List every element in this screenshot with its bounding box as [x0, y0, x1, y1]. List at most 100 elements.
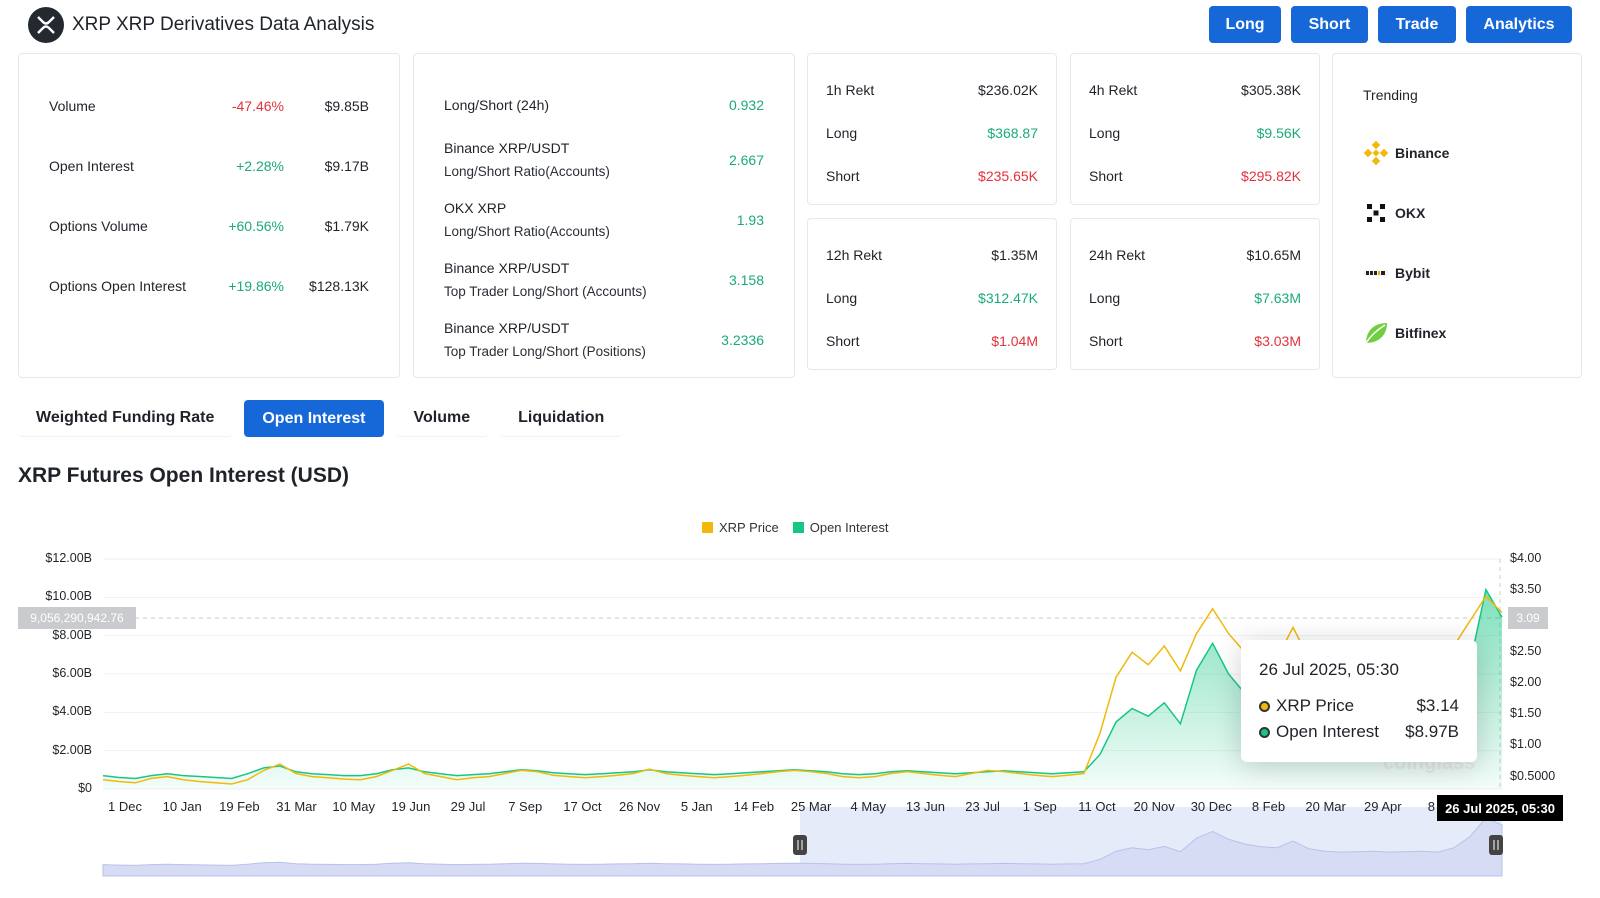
short-button[interactable]: Short — [1291, 6, 1368, 43]
ratio-row: Binance XRP/USDT Long/Short Ratio(Account… — [414, 135, 794, 185]
rekt-short-label: Short — [1089, 333, 1123, 349]
ratio-label: OKX XRP — [444, 200, 507, 216]
tooltip-dot — [1259, 727, 1270, 738]
tooltip-row-price: XRP Price $3.14 — [1259, 696, 1459, 716]
y-right-tick: $4.00 — [1510, 551, 1542, 565]
navigator-handle-right[interactable] — [1489, 835, 1503, 855]
tooltip-series: Open Interest — [1259, 722, 1379, 742]
legend-swatch-oi — [792, 522, 804, 533]
y-right-tick: $2.00 — [1510, 675, 1542, 690]
crosshair-left-value: 9,056,290,942.76 — [18, 607, 136, 629]
navigator-handle-left[interactable] — [793, 835, 807, 855]
ratio-value: 2.667 — [728, 152, 764, 168]
rekt-long: $9.56K — [1256, 125, 1301, 141]
ratio-row: Long/Short (24h) 0.932 — [414, 85, 794, 125]
ratio-label: Binance XRP/USDT — [444, 320, 570, 336]
rekt-total: $305.38K — [1241, 82, 1301, 98]
x-tick: 29 Apr — [1364, 799, 1402, 814]
rekt-total-row: 12h Rekt $1.35M — [808, 245, 1056, 265]
trending-name: Bitfinex — [1395, 325, 1447, 341]
ratio-label: Binance XRP/USDT — [444, 260, 570, 276]
bitfinex-icon — [1363, 320, 1389, 346]
y-left-tick: $6.00B — [52, 666, 92, 680]
trending-item-okx[interactable]: OKX — [1363, 200, 1425, 226]
rekt-long-label: Long — [1089, 290, 1121, 306]
x-tick: 26 Nov — [618, 799, 661, 814]
tooltip-series-name: XRP Price — [1276, 696, 1355, 715]
x-tick: 25 Mar — [790, 799, 832, 814]
stat-row-options-volume: Options Volume +60.56% $1.79K — [19, 216, 399, 236]
x-tick: 7 Sep — [508, 799, 543, 814]
rekt-card-12h: 12h Rekt $1.35M Long $312.47K Short $1.04M — [807, 218, 1057, 370]
ratio-sublabel: Long/Short Ratio(Accounts) — [444, 164, 610, 179]
tab-liquidation[interactable]: Liquidation — [500, 400, 623, 437]
rekt-title: 1h Rekt — [826, 82, 875, 98]
x-tick: 19 Feb — [219, 799, 260, 814]
rekt-long: $7.63M — [1254, 290, 1301, 306]
legend-item-price[interactable]: XRP Price — [702, 520, 779, 535]
tab-weighted-funding-rate[interactable]: Weighted Funding Rate — [18, 400, 233, 437]
trending-name: Binance — [1395, 145, 1450, 161]
stat-value: $128.13K — [309, 278, 369, 294]
tab-volume[interactable]: Volume — [395, 400, 489, 437]
x-tick: 4 May — [850, 799, 886, 814]
tooltip-value: $3.14 — [1416, 696, 1459, 715]
header: XRP XRP Derivatives Data Analysis — [28, 6, 374, 44]
x-tick: 14 Feb — [733, 799, 775, 814]
legend-item-oi[interactable]: Open Interest — [792, 520, 889, 535]
y-left-tick: $0 — [78, 781, 92, 795]
x-tick: 1 Dec — [108, 799, 142, 814]
trending-item-bybit[interactable]: Bybit — [1363, 260, 1430, 286]
x-tick: 10 May — [332, 799, 376, 814]
tab-open-interest[interactable]: Open Interest — [244, 400, 384, 437]
legend-swatch-price — [702, 522, 713, 533]
rekt-short-label: Short — [826, 168, 860, 184]
trade-button[interactable]: Trade — [1378, 6, 1456, 43]
chart-title: XRP Futures Open Interest (USD) — [18, 464, 349, 487]
trending-card: Trending Binance OKX Bybit Bitfinex — [1332, 53, 1582, 378]
analytics-button[interactable]: Analytics — [1466, 6, 1572, 43]
trending-name: OKX — [1395, 205, 1426, 221]
rekt-title: 4h Rekt — [1089, 82, 1138, 98]
rekt-long-row: Long $7.63M — [1071, 288, 1319, 308]
stat-row-volume: Volume -47.46% $9.85B — [19, 96, 399, 116]
top-actions: Long Short Trade Analytics — [1209, 6, 1572, 43]
stat-value: $9.85B — [324, 98, 369, 114]
stat-label: Volume — [49, 98, 96, 114]
legend-label: Open Interest — [809, 520, 889, 535]
binance-icon — [1363, 140, 1389, 166]
ratio-label-block: Binance XRP/USDT Top Trader Long/Short (P… — [444, 317, 646, 363]
ratio-row: Binance XRP/USDT Top Trader Long/Short (P… — [414, 315, 794, 365]
rekt-card-4h: 4h Rekt $305.38K Long $9.56K Short $295.82K — [1070, 53, 1320, 205]
trending-item-bitfinex[interactable]: Bitfinex — [1363, 320, 1446, 346]
x-tick: 5 Jan — [680, 799, 713, 814]
stat-change: +19.86% — [228, 278, 284, 294]
ratio-value: 3.158 — [728, 272, 764, 288]
ratio-label-block: OKX XRP Long/Short Ratio(Accounts) — [444, 197, 610, 243]
open-interest-area — [103, 589, 1502, 789]
chart-tooltip: 26 Jul 2025, 05:30 XRP Price $3.14 Open … — [1241, 640, 1477, 762]
trending-item-binance[interactable]: Binance — [1363, 140, 1449, 166]
navigator-area — [102, 817, 1503, 877]
rekt-short-label: Short — [826, 333, 860, 349]
rekt-total-row: 24h Rekt $10.65M — [1071, 245, 1319, 265]
rekt-long-label: Long — [1089, 125, 1121, 141]
trending-title: Trending — [1363, 87, 1418, 103]
rekt-short: $1.04M — [991, 333, 1038, 349]
rekt-short: $295.82K — [1241, 168, 1301, 184]
rekt-short: $3.03M — [1254, 333, 1301, 349]
chart-legend: XRP Price Open Interest — [702, 520, 889, 535]
rekt-long-label: Long — [826, 125, 858, 141]
x-tick: 20 Nov — [1133, 799, 1175, 814]
long-short-card: Long/Short (24h) 0.932 Binance XRP/USDT L… — [413, 53, 795, 378]
x-tick: 31 Mar — [276, 799, 317, 814]
long-button[interactable]: Long — [1209, 6, 1281, 43]
rekt-long-row: Long $312.47K — [808, 288, 1056, 308]
rekt-short-row: Short $235.65K — [808, 166, 1056, 186]
x-tick: 29 Jul — [450, 799, 486, 814]
rekt-long: $368.87 — [987, 125, 1038, 141]
stat-change: +2.28% — [236, 158, 284, 174]
rekt-title: 24h Rekt — [1089, 247, 1146, 263]
crosshair-date: 26 Jul 2025, 05:30 — [1437, 795, 1563, 821]
